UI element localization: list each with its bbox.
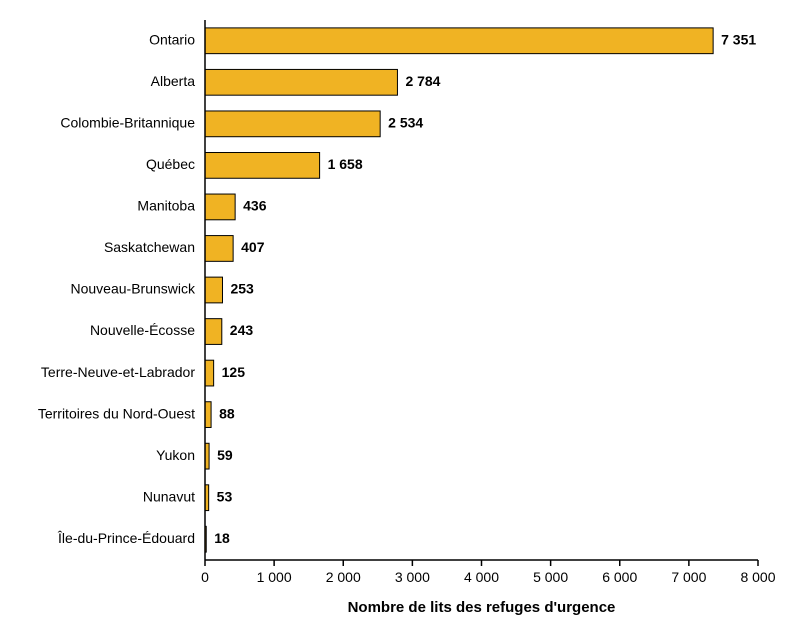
bar — [205, 153, 320, 179]
value-label: 18 — [214, 530, 230, 546]
value-label: 436 — [243, 198, 267, 214]
bar — [205, 236, 233, 262]
x-tick-label: 6 000 — [602, 569, 637, 585]
bar — [205, 360, 214, 386]
category-label: Nouvelle-Écosse — [90, 322, 195, 338]
category-label: Ontario — [149, 31, 195, 47]
bar — [205, 319, 222, 345]
x-tick-label: 8 000 — [740, 569, 775, 585]
category-label: Saskatchewan — [104, 239, 195, 255]
x-tick-label: 7 000 — [671, 569, 706, 585]
bar — [205, 69, 397, 95]
bar — [205, 277, 222, 303]
category-label: Nunavut — [143, 488, 195, 504]
bar-chart: Ontario 7 351 Alberta 2 784 Colombie-Britann… — [0, 0, 788, 641]
value-label: 59 — [217, 447, 233, 463]
x-axis-title: Nombre de lits des refuges d'urgence — [348, 599, 616, 616]
category-label: Terre-Neuve-et-Labrador — [41, 364, 195, 380]
category-label: Manitoba — [137, 198, 195, 214]
value-label: 88 — [219, 405, 235, 421]
category-label: Québec — [146, 156, 195, 172]
category-label: Île-du-Prince-Édouard — [57, 530, 195, 546]
value-label: 2 534 — [388, 115, 423, 131]
x-tick-label: 3 000 — [395, 569, 430, 585]
value-label: 243 — [230, 322, 254, 338]
value-label: 53 — [217, 488, 233, 504]
value-label: 253 — [230, 281, 254, 297]
bar — [205, 28, 713, 54]
bar — [205, 111, 380, 137]
value-label: 1 658 — [328, 156, 363, 172]
x-tick-label: 2 000 — [326, 569, 361, 585]
category-label: Alberta — [151, 73, 196, 89]
value-label: 7 351 — [721, 31, 756, 47]
x-tick-label: 5 000 — [533, 569, 568, 585]
category-label: Yukon — [156, 447, 195, 463]
x-tick-label: 0 — [201, 569, 209, 585]
value-label: 407 — [241, 239, 265, 255]
bar — [205, 402, 211, 428]
x-tick-label: 4 000 — [464, 569, 499, 585]
bar — [205, 194, 235, 220]
category-label: Colombie-Britannique — [60, 115, 195, 131]
x-tick-label: 1 000 — [257, 569, 292, 585]
value-label: 2 784 — [405, 73, 440, 89]
value-label: 125 — [222, 364, 246, 380]
category-label: Nouveau-Brunswick — [71, 281, 196, 297]
category-label: Territoires du Nord-Ouest — [38, 405, 195, 421]
